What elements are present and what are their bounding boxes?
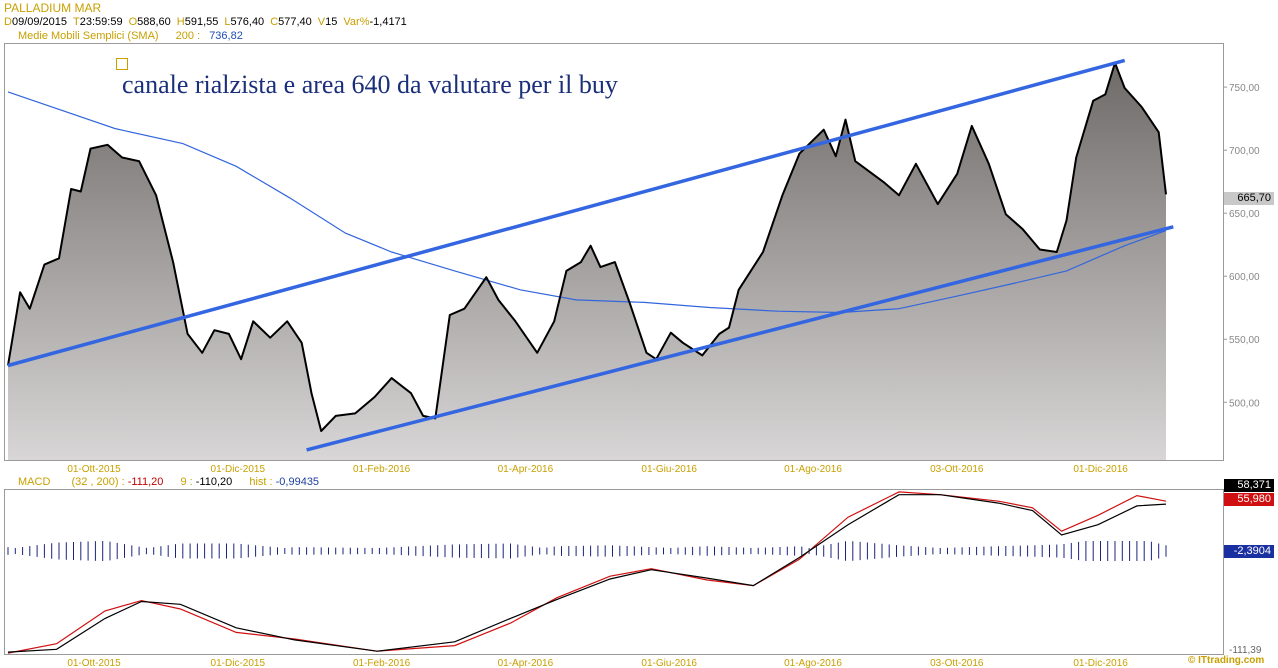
x-tick-label: 01-Dic-2015 bbox=[211, 464, 266, 475]
ohlc-readout: D09/09/2015 T23:59:59 O588,60 H591,55 L576,4… bbox=[4, 16, 413, 28]
readout-value: 15 bbox=[325, 16, 338, 28]
y-tick-label: 750,00 bbox=[1229, 83, 1260, 94]
readout-key: T bbox=[73, 16, 80, 28]
channel-lower-line[interactable] bbox=[306, 225, 1174, 452]
readout-value: -1,4171 bbox=[369, 16, 407, 28]
readout-key: Var% bbox=[343, 16, 370, 28]
readout-key: V bbox=[317, 16, 326, 28]
y-tick-label: 700,00 bbox=[1229, 146, 1260, 157]
annotation-text: canale rialzista e area 640 da valutare … bbox=[122, 70, 618, 99]
macd-badge-2: 55,980 bbox=[1224, 493, 1274, 506]
readout-key: L bbox=[224, 16, 231, 28]
chart-title: PALLADIUM MAR bbox=[4, 1, 102, 15]
readout-value: 23:59:59 bbox=[79, 16, 123, 28]
readout-value: 588,60 bbox=[137, 16, 171, 28]
x-tick-label: 01-Ago-2016 bbox=[784, 464, 842, 475]
x-tick-label: 01-Apr-2016 bbox=[498, 464, 554, 475]
x-tick-label: 03-Ott-2016 bbox=[930, 464, 984, 475]
macd-panel[interactable] bbox=[4, 489, 1224, 655]
readout-value: 591,55 bbox=[184, 16, 219, 28]
annotation-anchor[interactable] bbox=[116, 58, 128, 70]
macd-name: MACD bbox=[18, 476, 51, 488]
readout-value: 09/09/2015 bbox=[11, 16, 68, 28]
x-tick-label: 03-Ott-2016 bbox=[930, 658, 984, 668]
macd-line bbox=[7, 494, 1167, 653]
x-tick-label: 01-Feb-2016 bbox=[353, 464, 411, 475]
sma-line bbox=[7, 91, 1167, 314]
readout-key: D bbox=[4, 16, 12, 28]
x-tick-label: 01-Ago-2016 bbox=[784, 658, 842, 668]
signal-value: -110,20 bbox=[195, 476, 233, 488]
x-tick-label: 01-Giu-2016 bbox=[641, 658, 697, 668]
macd-params: (32 , 200) : bbox=[71, 476, 125, 488]
price-panel[interactable] bbox=[4, 43, 1224, 461]
hist-label: hist : bbox=[249, 476, 273, 488]
x-tick-label: 01-Dic-2016 bbox=[1073, 464, 1128, 475]
macd-y-tick: -111,39 bbox=[1229, 645, 1262, 656]
hist-value: -0,99435 bbox=[275, 476, 320, 488]
x-tick-label: 01-Dic-2016 bbox=[1073, 658, 1128, 668]
sma-legend: Medie Mobili Semplici (SMA) 200 : 736,82 bbox=[18, 30, 243, 42]
readout-value: 576,40 bbox=[230, 16, 265, 28]
readout-key: C bbox=[270, 16, 279, 28]
readout-key: H bbox=[176, 16, 185, 28]
macd-chart bbox=[7, 491, 1167, 654]
x-axis-top: 01-Ott-2015 01-Dic-2015 01-Feb-2016 01-Apr-… bbox=[67, 464, 1128, 475]
macd-legend: MACD (32 , 200) : -111,20 9 : -110,20 hi… bbox=[18, 476, 319, 488]
price-chart bbox=[7, 58, 1174, 460]
readout-key: O bbox=[128, 16, 138, 28]
channel-upper-line[interactable] bbox=[7, 58, 1126, 368]
y-tick-label: 500,00 bbox=[1229, 398, 1260, 409]
x-tick-label: 01-Ott-2015 bbox=[67, 464, 121, 475]
readout-value: 577,40 bbox=[278, 16, 312, 28]
x-tick-label: 01-Feb-2016 bbox=[353, 658, 411, 668]
price-y-axis: 750,00 700,00 650,00 600,00 550,00 500,00 bbox=[1223, 83, 1260, 409]
macd-badge-3: -2,3904 bbox=[1224, 545, 1274, 558]
price-area bbox=[8, 62, 1166, 460]
macd-badge-1: 58,371 bbox=[1224, 479, 1274, 492]
signal-label: 9 : bbox=[180, 476, 193, 488]
sma-value: 736,82 bbox=[209, 30, 243, 42]
signal-line bbox=[7, 491, 1167, 654]
x-tick-label: 01-Apr-2016 bbox=[498, 658, 554, 668]
sma-period: 200 : bbox=[175, 30, 201, 42]
x-tick-label: 01-Giu-2016 bbox=[641, 464, 697, 475]
sma-label: Medie Mobili Semplici (SMA) bbox=[18, 30, 159, 42]
x-tick-label: 01-Dic-2015 bbox=[211, 658, 266, 668]
y-tick-label: 650,00 bbox=[1229, 209, 1260, 220]
last-price-badge: 665,70 bbox=[1224, 192, 1274, 205]
y-tick-label: 550,00 bbox=[1229, 335, 1260, 346]
x-axis-bottom: 01-Ott-2015 01-Dic-2015 01-Feb-2016 01-Apr-… bbox=[67, 658, 1128, 668]
y-tick-label: 600,00 bbox=[1229, 272, 1260, 283]
credit-logo[interactable]: © ITtrading.com bbox=[1188, 655, 1265, 666]
price-line bbox=[7, 61, 1167, 432]
macd-value: -111,20 bbox=[127, 476, 164, 488]
x-tick-label: 01-Ott-2015 bbox=[67, 658, 121, 668]
